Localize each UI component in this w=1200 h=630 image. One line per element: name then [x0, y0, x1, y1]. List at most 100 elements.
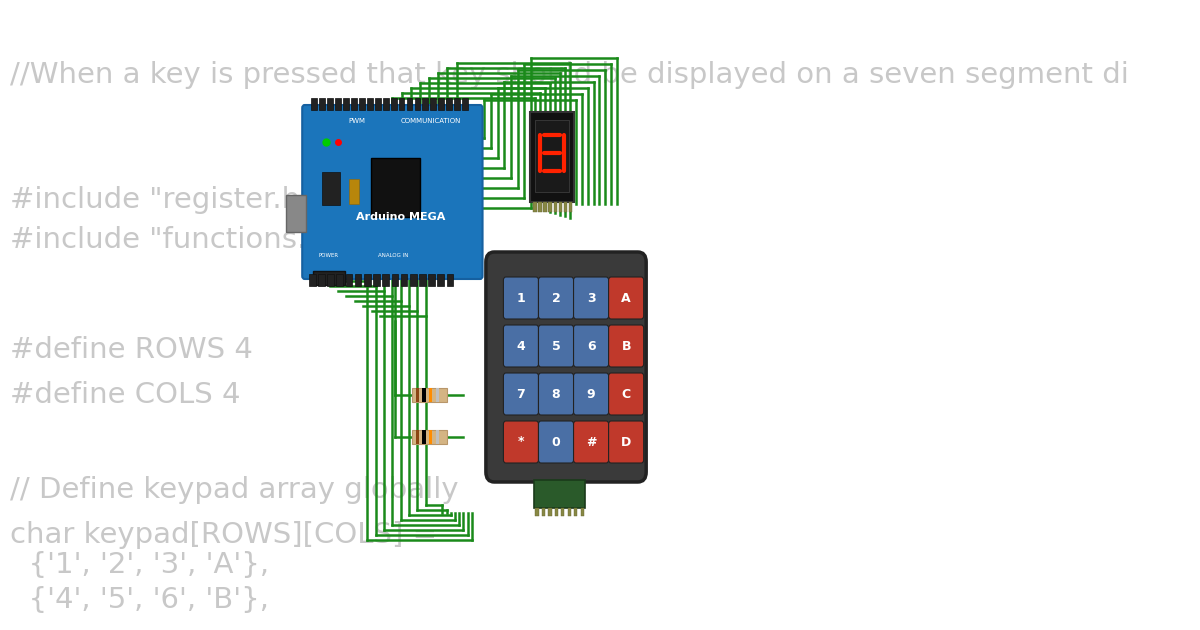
Bar [415, 388, 419, 402]
Bar [318, 274, 325, 286]
Bar [541, 508, 545, 516]
Bar [419, 274, 426, 286]
Bar [530, 112, 574, 202]
Bar [346, 274, 353, 286]
Bar [364, 274, 371, 286]
Bar [383, 98, 389, 110]
Bar [446, 98, 452, 110]
Bar [431, 98, 437, 110]
Bar [287, 195, 306, 232]
FancyBboxPatch shape [608, 325, 643, 367]
Bar [355, 274, 361, 286]
FancyBboxPatch shape [539, 421, 574, 463]
FancyBboxPatch shape [574, 421, 608, 463]
Text: C: C [622, 387, 631, 401]
Bar [558, 202, 562, 212]
Bar [343, 98, 349, 110]
Text: //When a key is pressed that key should be displayed on a seven segment di: //When a key is pressed that key should … [10, 61, 1129, 89]
FancyBboxPatch shape [608, 421, 643, 463]
Text: 5: 5 [552, 340, 560, 353]
FancyBboxPatch shape [574, 325, 608, 367]
Bar [319, 98, 325, 110]
Bar [422, 98, 428, 110]
Bar [374, 98, 380, 110]
Text: D: D [622, 435, 631, 449]
Bar [562, 508, 564, 516]
Bar [352, 98, 356, 110]
Text: {'1', '2', '3', 'A'},: {'1', '2', '3', 'A'}, [10, 551, 269, 579]
Bar [436, 430, 439, 444]
FancyBboxPatch shape [504, 325, 539, 367]
Bar [312, 98, 317, 110]
Bar [436, 388, 439, 402]
Bar [535, 508, 539, 516]
FancyBboxPatch shape [504, 421, 539, 463]
Bar [336, 274, 343, 286]
Text: // Define keypad array globally: // Define keypad array globally [10, 476, 458, 504]
FancyBboxPatch shape [574, 373, 608, 415]
Bar [569, 202, 572, 212]
Text: PWM: PWM [349, 118, 366, 125]
Bar [348, 178, 359, 203]
FancyBboxPatch shape [608, 277, 643, 319]
Bar [308, 274, 316, 286]
Bar [581, 508, 584, 516]
Text: 6: 6 [587, 340, 595, 353]
Text: {'4', '5', '6', 'B'},: {'4', '5', '6', 'B'}, [10, 586, 269, 614]
Bar [398, 98, 404, 110]
FancyBboxPatch shape [486, 252, 646, 482]
Bar [383, 274, 389, 286]
Bar [428, 274, 434, 286]
Text: #include "functions.h": #include "functions.h" [10, 226, 338, 254]
Bar [454, 98, 460, 110]
Bar [548, 508, 552, 516]
Bar [534, 202, 536, 212]
FancyBboxPatch shape [539, 277, 574, 319]
Text: #define ROWS 4: #define ROWS 4 [10, 336, 253, 364]
Bar [568, 508, 571, 516]
Bar [422, 388, 426, 402]
Text: 2: 2 [552, 292, 560, 304]
Bar [391, 98, 396, 110]
Text: #include "register.h": #include "register.h" [10, 186, 313, 214]
Bar [371, 158, 420, 217]
Bar [438, 274, 444, 286]
FancyBboxPatch shape [504, 277, 539, 319]
Bar [534, 480, 584, 508]
Text: ANALOG IN: ANALOG IN [378, 253, 409, 258]
Bar [373, 274, 380, 286]
Bar [328, 274, 334, 286]
Bar [446, 274, 454, 286]
Bar [539, 202, 542, 212]
Bar [554, 508, 558, 516]
Bar [574, 508, 577, 516]
Bar [313, 271, 344, 285]
Bar [438, 98, 444, 110]
Bar [323, 172, 340, 205]
Bar [535, 120, 569, 192]
Bar [412, 388, 446, 402]
FancyBboxPatch shape [539, 373, 574, 415]
Bar [544, 202, 547, 212]
Text: POWER: POWER [319, 253, 338, 258]
FancyBboxPatch shape [574, 277, 608, 319]
Text: 4: 4 [516, 340, 526, 353]
Bar [548, 202, 552, 212]
Bar [430, 388, 432, 402]
Bar [462, 98, 468, 110]
Bar [407, 98, 413, 110]
Text: #define COLS 4: #define COLS 4 [10, 381, 240, 409]
Text: 8: 8 [552, 387, 560, 401]
Bar [401, 274, 408, 286]
FancyBboxPatch shape [539, 325, 574, 367]
Bar [328, 98, 334, 110]
Bar [564, 202, 566, 212]
Bar [414, 98, 420, 110]
Text: 0: 0 [552, 435, 560, 449]
Text: COMMUNICATION: COMMUNICATION [401, 118, 461, 125]
Text: 1: 1 [516, 292, 526, 304]
Bar [412, 430, 446, 444]
Text: 9: 9 [587, 387, 595, 401]
FancyBboxPatch shape [504, 373, 539, 415]
Text: B: B [622, 340, 631, 353]
